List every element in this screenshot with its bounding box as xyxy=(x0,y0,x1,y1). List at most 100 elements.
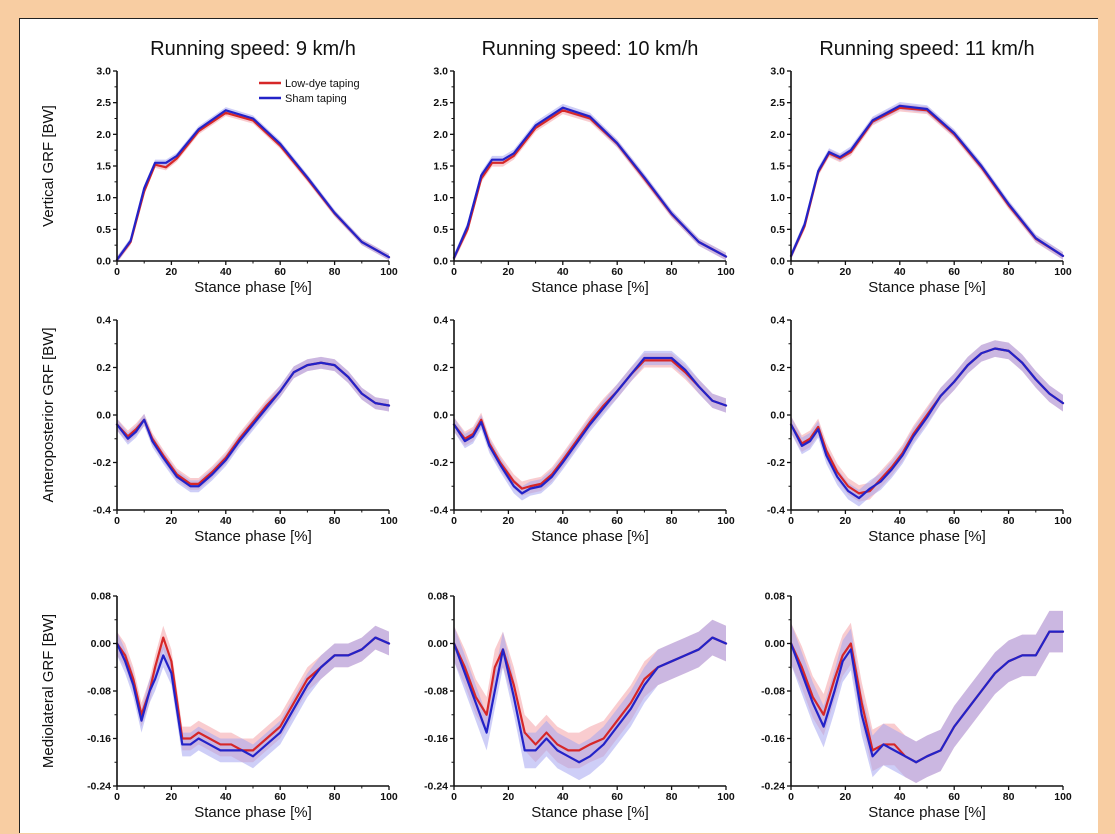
x-tick-label: 100 xyxy=(717,791,735,803)
y-tick-label: 2.5 xyxy=(433,97,448,109)
y-tick-label: 3.0 xyxy=(96,66,111,78)
x-tick-label: 100 xyxy=(1054,791,1072,803)
sd-band-sham xyxy=(117,625,389,769)
y-tick-label: 0.4 xyxy=(96,315,111,327)
x-tick-label: 40 xyxy=(557,515,569,527)
x-tick-label: 20 xyxy=(503,266,515,278)
y-tick-label: 0.4 xyxy=(770,315,785,327)
column-title-2: Running speed: 10 km/h xyxy=(482,38,699,60)
y-tick-label: 0.2 xyxy=(96,362,111,374)
x-tick-label: 60 xyxy=(948,791,960,803)
panel-6: -0.4 -0.2 0.0 0.2 0.4 0 20 40 60 80 100 Stance phas… xyxy=(767,315,1072,546)
series-line-sham xyxy=(115,109,391,261)
row-ylabel-3: Mediolateral GRF [BW] xyxy=(40,614,57,768)
x-tick-label: 40 xyxy=(894,791,906,803)
legend-label-sham: Sham taping xyxy=(285,93,347,105)
y-tick-label: 0.08 xyxy=(765,591,786,603)
x-tick-label: 60 xyxy=(274,515,286,527)
x-tick-label: 20 xyxy=(166,515,178,527)
y-tick-label: -0.08 xyxy=(424,686,448,698)
y-tick-label: 0.00 xyxy=(91,638,112,650)
x-tick-label: 80 xyxy=(329,266,341,278)
x-tick-label: 40 xyxy=(894,515,906,527)
y-tick-label: 3.0 xyxy=(770,66,785,78)
x-tick-label: 0 xyxy=(788,266,794,278)
y-tick-label: 0.5 xyxy=(96,224,111,236)
panel-9: -0.24 -0.16 -0.08 0.00 0.08 0 20 40 60 80 100 Stanc… xyxy=(761,591,1072,822)
x-axis-label: Stance phase [%] xyxy=(194,804,312,821)
series-line-sham xyxy=(115,636,391,758)
sd-band-sham xyxy=(117,107,389,263)
y-tick-label: 2.0 xyxy=(433,129,448,141)
y-tick-label: -0.4 xyxy=(767,505,785,517)
y-tick-label: -0.2 xyxy=(430,457,448,469)
x-tick-label: 40 xyxy=(220,791,232,803)
x-tick-label: 0 xyxy=(451,515,457,527)
y-tick-label: -0.24 xyxy=(87,781,111,793)
sd-band-sham xyxy=(791,340,1063,507)
x-tick-label: 60 xyxy=(611,791,623,803)
sd-band-sham xyxy=(454,103,726,262)
y-tick-label: -0.2 xyxy=(93,457,111,469)
y-tick-label: -0.4 xyxy=(93,505,111,517)
panel-3: 0.0 0.5 1.0 1.5 2.0 2.5 3.0 0 20 40 60 80 100 Stance … xyxy=(770,66,1072,297)
x-tick-label: 0 xyxy=(788,515,794,527)
y-tick-label: 1.0 xyxy=(433,192,448,204)
y-tick-label: 0.08 xyxy=(428,591,449,603)
x-tick-label: 80 xyxy=(329,791,341,803)
y-tick-label: -0.2 xyxy=(767,457,785,469)
y-tick-label: -0.24 xyxy=(424,781,448,793)
series-line-low-dye xyxy=(115,111,391,261)
y-tick-label: 0.0 xyxy=(433,410,448,422)
y-tick-label: -0.24 xyxy=(761,781,785,793)
y-tick-label: 0.08 xyxy=(91,591,112,603)
x-tick-label: 40 xyxy=(894,266,906,278)
x-axis-label: Stance phase [%] xyxy=(194,279,312,296)
x-tick-label: 60 xyxy=(948,515,960,527)
y-tick-label: 2.0 xyxy=(770,129,785,141)
x-tick-label: 0 xyxy=(451,791,457,803)
y-tick-label: 0.5 xyxy=(433,224,448,236)
y-tick-label: 1.0 xyxy=(770,192,785,204)
x-tick-label: 20 xyxy=(840,515,852,527)
y-tick-label: 0.0 xyxy=(433,256,448,268)
x-tick-label: 60 xyxy=(611,515,623,527)
sd-band-low-dye xyxy=(791,103,1063,260)
x-tick-label: 100 xyxy=(1054,266,1072,278)
y-tick-label: 0.2 xyxy=(770,362,785,374)
series-line-sham xyxy=(452,356,728,495)
sd-band-sham xyxy=(791,102,1063,260)
x-axis-label: Stance phase [%] xyxy=(868,528,986,545)
column-title-1: Running speed: 9 km/h xyxy=(150,38,356,60)
x-axis-label: Stance phase [%] xyxy=(531,528,649,545)
x-axis-label: Stance phase [%] xyxy=(531,279,649,296)
series-line-low-dye xyxy=(452,109,728,259)
x-tick-label: 60 xyxy=(274,791,286,803)
y-tick-label: 1.5 xyxy=(770,161,785,173)
panel-1: 0.0 0.5 1.0 1.5 2.0 2.5 3.0 0 20 40 60 80 100 Stance … xyxy=(96,66,398,297)
y-tick-label: 0.4 xyxy=(433,315,448,327)
y-tick-label: 0.0 xyxy=(770,256,785,268)
series-line-sham xyxy=(452,106,728,259)
y-tick-label: 0.5 xyxy=(770,224,785,236)
x-tick-label: 20 xyxy=(166,791,178,803)
sd-band-low-dye xyxy=(117,109,389,263)
x-tick-label: 40 xyxy=(557,266,569,278)
x-tick-label: 80 xyxy=(666,515,678,527)
y-tick-label: -0.16 xyxy=(87,733,111,745)
x-tick-label: 60 xyxy=(274,266,286,278)
y-tick-label: 0.0 xyxy=(770,410,785,422)
x-tick-label: 80 xyxy=(1003,266,1015,278)
column-title-3: Running speed: 11 km/h xyxy=(819,38,1034,60)
x-tick-label: 80 xyxy=(666,266,678,278)
x-tick-label: 0 xyxy=(451,266,457,278)
x-tick-label: 100 xyxy=(717,515,735,527)
y-tick-label: 1.5 xyxy=(96,161,111,173)
legend-label-low-dye: Low-dye taping xyxy=(285,78,360,90)
x-axis-label: Stance phase [%] xyxy=(194,528,312,545)
x-tick-label: 20 xyxy=(840,791,852,803)
sd-band-low-dye xyxy=(454,106,726,262)
row-ylabel-2: Anteroposterior GRF [BW] xyxy=(40,327,57,502)
y-tick-label: 1.0 xyxy=(96,192,111,204)
y-tick-label: -0.08 xyxy=(87,686,111,698)
